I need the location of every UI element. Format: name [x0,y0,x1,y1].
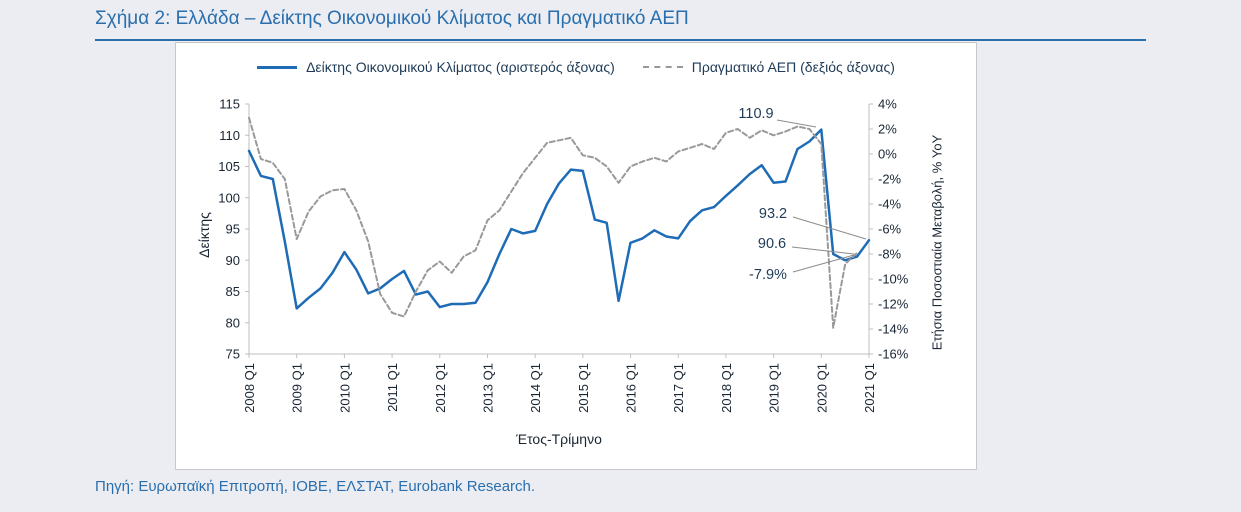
x-tick-label: 2012 Q1 [433,363,448,413]
right-tick-label: -12% [878,297,909,312]
left-tick-label: 90 [226,253,240,268]
x-tick-label: 2009 Q1 [290,363,305,413]
legend: Δείκτης Οικονομικού Κλίματος (αριστερός … [176,59,976,75]
annotation-leader [792,254,855,273]
right-tick-label: -14% [878,322,909,337]
annotation-label: 90.6 [758,236,786,252]
left-tick-label: 105 [218,159,240,174]
right-tick-label: -16% [878,347,909,362]
x-tick-label: 2008 Q1 [242,363,257,413]
right-tick-label: -10% [878,272,909,287]
annotation-label: 93.2 [759,206,787,222]
annotation-leader [776,119,817,128]
annotation-label: -7.9% [749,267,787,283]
left-tick-label: 110 [219,128,240,143]
x-tick-label: 2010 Q1 [337,363,352,413]
legend-item-gdp: Πραγματικό ΑΕΠ (δεξιός άξονας) [642,59,895,75]
legend-label-esi: Δείκτης Οικονομικού Κλίματος (αριστερός … [306,59,615,75]
legend-item-esi: Δείκτης Οικονομικού Κλίματος (αριστερός … [257,59,615,75]
left-tick-label: 115 [219,97,240,112]
gdp-line-swatch [642,66,683,68]
annotation-leader [791,246,855,255]
left-tick-label: 85 [226,284,240,299]
left-tick-label: 75 [226,347,240,362]
legend-label-gdp: Πραγματικό ΑΕΠ (δεξιός άξονας) [691,59,895,75]
right-tick-label: -4% [878,197,902,212]
esi-line [247,128,871,310]
x-tick-label: 2013 Q1 [480,363,495,413]
x-tick-label: 2019 Q1 [767,363,782,413]
right-tick-label: -8% [878,247,902,262]
chart-panel: Δείκτης Οικονομικού Κλίματος (αριστερός … [175,42,977,470]
x-tick-label: 2017 Q1 [671,363,686,413]
left-tick-label: 95 [226,222,240,237]
figure-title: Σχήμα 2: Ελλάδα – Δείκτης Οικονομικού Κλ… [95,8,1146,41]
x-tick-label: 2020 Q1 [814,363,829,413]
left-axis-title: Δείκτης [196,212,212,258]
annotation-label: 110.9 [738,106,773,122]
x-tick-label: 2015 Q1 [576,363,591,413]
annotation-leader [792,216,867,240]
right-tick-label: 4% [878,97,897,112]
chart-svg: 115 110 105 100 95 90 85 80 75 4% 2% 0% -2% -4% -6% -8%… [218,97,909,413]
esi-line-swatch [257,65,298,69]
left-tick-label: 80 [226,315,240,330]
left-tick-label: 100 [218,190,240,205]
source-note: Πηγή: Ευρωπαϊκή Επιτροπή, ΙΟΒΕ, ΕΛΣΤΑΤ, … [95,478,536,495]
x-tick-label: 2018 Q1 [719,363,734,413]
right-axis-title: Ετήσια Ποσοστιαία Μεταβολή, % YoY [929,134,945,351]
right-tick-label: -6% [878,222,902,237]
right-tick-label: 0% [878,147,897,162]
x-axis-title: Έτος-Τρίμηνο [516,431,602,447]
x-tick-label: 2021 Q1 [862,363,877,413]
gdp-line [248,116,859,329]
right-tick-label: -2% [878,172,902,187]
x-tick-label: 2014 Q1 [528,363,543,413]
x-tick-label: 2016 Q1 [624,363,639,413]
x-tick-label: 2011 Q1 [385,363,400,412]
right-tick-label: 2% [878,122,897,137]
